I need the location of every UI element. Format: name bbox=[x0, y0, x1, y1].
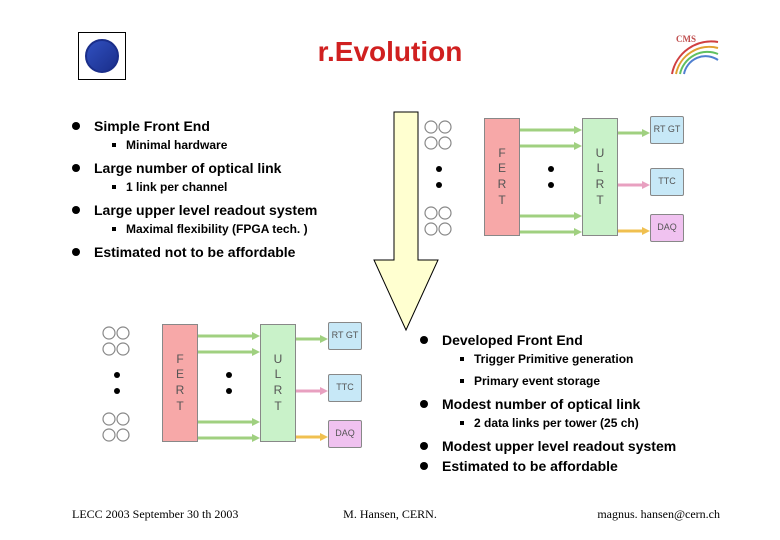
ellipsis-dot bbox=[226, 388, 232, 394]
right-bullet-list: Developed Front End Trigger Primitive ge… bbox=[420, 332, 760, 478]
link-arrow bbox=[520, 138, 582, 156]
fert-block: FERT bbox=[484, 118, 520, 236]
link-arrow bbox=[618, 125, 650, 143]
ulrt-block: ULRT bbox=[582, 118, 618, 236]
daq-block: DAQ bbox=[328, 420, 362, 448]
link-arrow bbox=[520, 224, 582, 242]
ellipsis-dot bbox=[548, 166, 554, 172]
bullet-main: Simple Front End bbox=[72, 118, 412, 134]
link-arrow bbox=[618, 223, 650, 241]
optical-link-icon bbox=[422, 206, 456, 218]
link-arrow bbox=[296, 383, 328, 401]
slide-title: r.Evolution bbox=[0, 36, 780, 68]
footer-right: magnus. hansen@cern.ch bbox=[597, 507, 720, 522]
bullet-sub: 2 data links per tower (25 ch) bbox=[420, 416, 760, 430]
bullet-main: Developed Front End bbox=[420, 332, 760, 348]
fert-block: FERT bbox=[162, 324, 198, 442]
diagram-developed: FERT ULRT RT GT TTC DAQ bbox=[100, 322, 400, 482]
bullet-sub: Maximal flexibility (FPGA tech. ) bbox=[72, 222, 412, 236]
ellipsis-dot bbox=[436, 182, 442, 188]
bullet-main: Modest number of optical link bbox=[420, 396, 760, 412]
link-arrow bbox=[198, 430, 260, 448]
optical-link-icon bbox=[100, 412, 134, 424]
bullet-main: Large upper level readout system bbox=[72, 202, 412, 218]
optical-link-icon bbox=[422, 222, 456, 234]
ttc-block: TTC bbox=[650, 168, 684, 196]
bullet-main: Modest upper level readout system bbox=[420, 438, 760, 454]
optical-link-icon bbox=[100, 342, 134, 354]
link-arrow bbox=[296, 429, 328, 447]
bullet-sub: 1 link per channel bbox=[72, 180, 412, 194]
diagram-simple: FERT ULRT RT GT TTC DAQ bbox=[422, 116, 722, 276]
ulrt-block: ULRT bbox=[260, 324, 296, 442]
bullet-main: Estimated to be affordable bbox=[420, 458, 760, 474]
link-arrow bbox=[618, 177, 650, 195]
bullet-main: Estimated not to be affordable bbox=[72, 244, 412, 260]
ellipsis-dot bbox=[114, 388, 120, 394]
link-arrow bbox=[296, 331, 328, 349]
bullet-sub: Trigger Primitive generation bbox=[420, 352, 760, 366]
bullet-main: Large number of optical link bbox=[72, 160, 412, 176]
optical-link-icon bbox=[422, 136, 456, 148]
optical-link-icon bbox=[422, 120, 456, 132]
optical-link-icon bbox=[100, 326, 134, 338]
ellipsis-dot bbox=[226, 372, 232, 378]
ellipsis-dot bbox=[548, 182, 554, 188]
bullet-sub: Minimal hardware bbox=[72, 138, 412, 152]
bullet-sub: Primary event storage bbox=[420, 374, 760, 388]
ellipsis-dot bbox=[114, 372, 120, 378]
cms-logo-label: CMS bbox=[676, 34, 696, 44]
optical-link-icon bbox=[100, 428, 134, 440]
ttc-block: TTC bbox=[328, 374, 362, 402]
left-bullet-list: Simple Front End Minimal hardware Large … bbox=[72, 118, 412, 264]
ellipsis-dot bbox=[436, 166, 442, 172]
daq-block: DAQ bbox=[650, 214, 684, 242]
link-arrow bbox=[198, 344, 260, 362]
rtgt-block: RT GT bbox=[650, 116, 684, 144]
rtgt-block: RT GT bbox=[328, 322, 362, 350]
